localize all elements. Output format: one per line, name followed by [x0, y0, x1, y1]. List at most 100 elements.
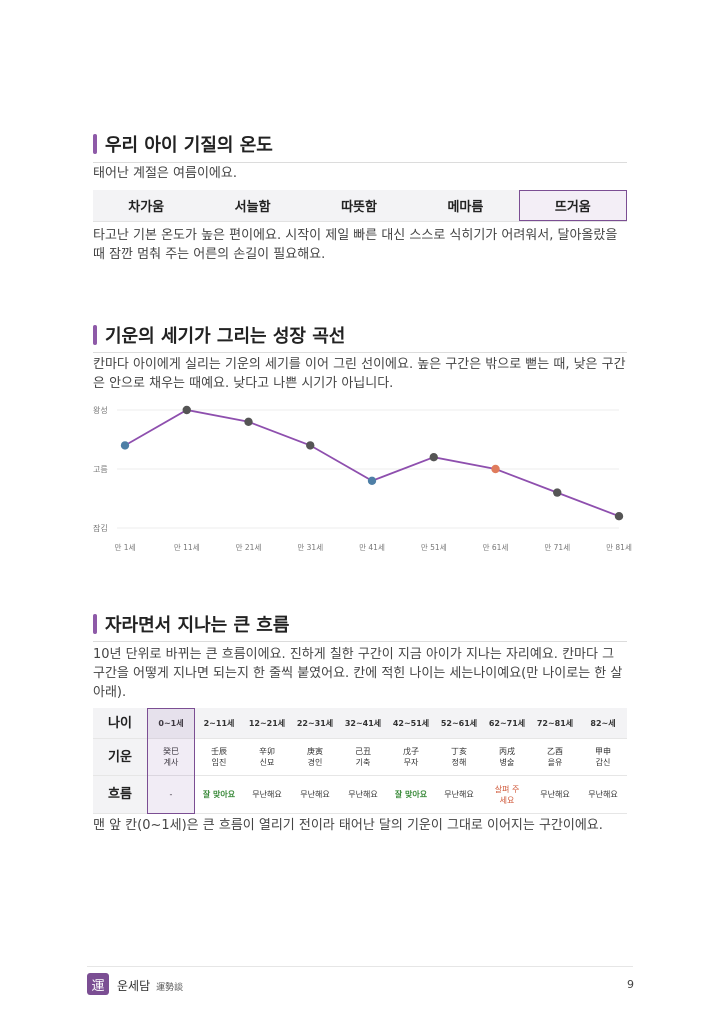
- age-cell: 0~1세: [147, 708, 195, 739]
- flow-cell: 잘 맞아요: [387, 776, 435, 814]
- temp-cell: 따뜻함: [306, 190, 412, 221]
- flow-cell: 살펴 주세요: [483, 776, 531, 814]
- x-tick-label: 만 51세: [421, 543, 447, 552]
- energy-cell: 己丑 기축: [339, 739, 387, 776]
- flow-description: 10년 단위로 바뀌는 큰 흐름이에요. 진하게 칠한 구간이 지금 아이가 지…: [93, 647, 623, 700]
- temp-cell: 차가움: [93, 190, 199, 221]
- energy-hanja: 戊子: [403, 747, 419, 756]
- flow-text: 무난해요: [588, 790, 618, 799]
- x-tick-label: 만 41세: [359, 543, 385, 552]
- energy-hangul: 임진: [211, 758, 227, 767]
- footer-brand: 운세담 運勢談: [117, 977, 183, 994]
- flow-text: -: [169, 790, 173, 799]
- data-point: [614, 512, 624, 521]
- age-cell: 62~71세: [483, 708, 531, 739]
- energy-cell: 丙戌 병술: [483, 739, 531, 776]
- age-cell: 32~41세: [339, 708, 387, 739]
- y-tick-label: 고름: [93, 465, 108, 474]
- energy-hangul: 정해: [451, 758, 467, 767]
- flow-cell: 무난해요: [291, 776, 339, 814]
- flow-text: 무난해요: [348, 790, 378, 799]
- flow-text: 무난해요: [300, 790, 330, 799]
- section-title-growth-curve: 기운의 세기가 그리는 성장 곡선: [93, 322, 345, 348]
- energy-hanja: 癸巳: [163, 747, 179, 756]
- data-point: [182, 405, 191, 415]
- section-divider: [93, 641, 627, 642]
- energy-hanja: 壬辰: [211, 747, 227, 756]
- energy-hangul: 기축: [355, 758, 371, 767]
- x-tick-label: 만 81세: [606, 543, 632, 552]
- flow-text: 살펴 주세요: [494, 784, 520, 805]
- energy-hangul: 신묘: [259, 758, 275, 767]
- section-title-flow: 자라면서 지나는 큰 흐름: [93, 611, 289, 637]
- data-point: [120, 441, 130, 450]
- temperature-scale: 차가움 서늘함 따뜻함 메마름 뜨거움: [93, 190, 628, 222]
- energy-cell: 庚寅 경인: [291, 739, 339, 776]
- section-title-text: 우리 아이 기질의 온도: [105, 135, 273, 156]
- flow-cell: 무난해요: [531, 776, 579, 814]
- temp-cell: 메마름: [412, 190, 518, 221]
- series-line: [124, 409, 620, 518]
- flow-cell: 무난해요: [435, 776, 483, 814]
- temp-cell-active: 뜨거움: [518, 190, 628, 221]
- footer-divider: [87, 966, 633, 967]
- title-accent-bar: [93, 134, 97, 154]
- flow-text: 무난해요: [444, 790, 474, 799]
- x-tick-label: 만 31세: [297, 543, 323, 552]
- flow-note: 맨 앞 칸(0~1세)은 큰 흐름이 열리기 전이라 태어난 달의 기운이 그대…: [93, 818, 603, 833]
- temp-label: 뜨거움: [554, 200, 591, 215]
- energy-hangul: 을유: [547, 758, 563, 767]
- data-point: [553, 488, 562, 497]
- energy-hanja: 丙戌: [499, 747, 515, 756]
- energy-hangul: 계사: [163, 758, 179, 767]
- flow-text: 잘 맞아요: [202, 790, 236, 799]
- brand-subname: 運勢談: [156, 983, 184, 993]
- flow-cell: 잘 맞아요: [195, 776, 243, 814]
- age-cell: 12~21세: [243, 708, 291, 739]
- temp-label: 메마름: [447, 200, 484, 215]
- age-cell: 42~51세: [387, 708, 435, 739]
- flow-cell: 무난해요: [579, 776, 627, 814]
- energy-hanja: 庚寅: [307, 747, 323, 756]
- data-point: [491, 464, 500, 474]
- section-title-temperature: 우리 아이 기질의 온도: [93, 131, 273, 157]
- brand-name: 운세담: [117, 979, 151, 993]
- energy-hanja: 甲申: [595, 747, 611, 756]
- age-cell: 82~세: [579, 708, 627, 739]
- temp-label: 따뜻함: [341, 200, 377, 215]
- flow-cell: -: [147, 776, 195, 814]
- title-accent-bar: [93, 325, 97, 345]
- temp-cell: 서늘함: [199, 190, 305, 221]
- flow-cell: 무난해요: [243, 776, 291, 814]
- energy-cell: 甲申 갑신: [579, 739, 627, 776]
- flow-text: 무난해요: [252, 790, 282, 799]
- title-accent-bar: [93, 614, 97, 634]
- energy-hangul: 경인: [307, 758, 323, 767]
- energy-cell: 戊子 무자: [387, 739, 435, 776]
- energy-cell: 辛卯 신묘: [243, 739, 291, 776]
- age-cell: 72~81세: [531, 708, 579, 739]
- x-tick-label: 만 61세: [483, 543, 509, 552]
- data-point: [429, 453, 438, 462]
- temp-label: 서늘함: [234, 200, 271, 215]
- energy-hanja: 己丑: [355, 747, 371, 756]
- row-label-flow: 흐름: [93, 776, 147, 814]
- x-tick-label: 만 11세: [174, 543, 200, 552]
- brand-logo: 運: [87, 973, 109, 995]
- y-tick-label: 잠김: [93, 523, 108, 533]
- x-tick-label: 만 21세: [236, 543, 262, 552]
- energy-cell: 丁亥 정해: [435, 739, 483, 776]
- age-cell: 22~31세: [291, 708, 339, 739]
- x-tick-label: 만 71세: [544, 543, 570, 552]
- flow-cell: 무난해요: [339, 776, 387, 814]
- season-subtitle: 태어난 계절은 여름이에요.: [93, 166, 237, 181]
- x-tick-label: 만 1세: [115, 543, 136, 552]
- energy-hanja: 乙酉: [547, 747, 563, 756]
- growth-curve-description: 칸마다 아이에게 실리는 기운의 세기를 이어 그린 선이에요. 높은 구간은 …: [93, 357, 626, 391]
- data-point: [244, 417, 253, 426]
- energy-cell: 壬辰 임진: [195, 739, 243, 776]
- section-title-text: 기운의 세기가 그리는 성장 곡선: [105, 326, 346, 347]
- temperature-description: 타고난 기본 온도가 높은 편이에요. 시작이 제일 빠른 대신 스스로 식히기…: [93, 228, 618, 262]
- age-cell: 2~11세: [195, 708, 243, 739]
